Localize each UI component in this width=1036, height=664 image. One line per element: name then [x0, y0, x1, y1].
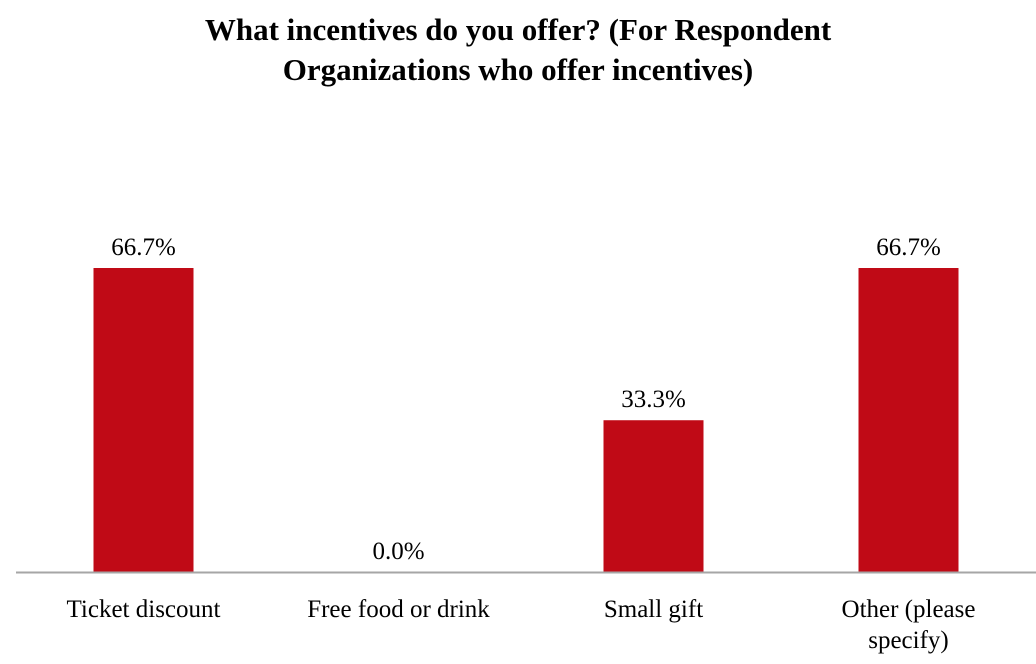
chart-title-line-1: What incentives do you offer? (For Respo… [204, 12, 832, 47]
chart-title: What incentives do you offer? (For Respo… [0, 10, 1036, 90]
chart-title-line-2: Organizations who offer incentives) [282, 52, 754, 87]
data-label: 66.7% [876, 234, 941, 261]
x-tick-label: Ticket discount [67, 596, 221, 623]
data-label: 66.7% [111, 234, 176, 261]
bar [93, 268, 194, 572]
data-label: 0.0% [372, 538, 424, 565]
x-tick-label: specify) [868, 627, 949, 654]
x-tick-label: Other (please [842, 596, 976, 623]
bar [858, 268, 959, 572]
data-label: 33.3% [621, 386, 686, 413]
x-tick-label: Free food or drink [307, 596, 490, 623]
bar [603, 420, 704, 572]
x-tick-label: Small gift [604, 596, 703, 623]
